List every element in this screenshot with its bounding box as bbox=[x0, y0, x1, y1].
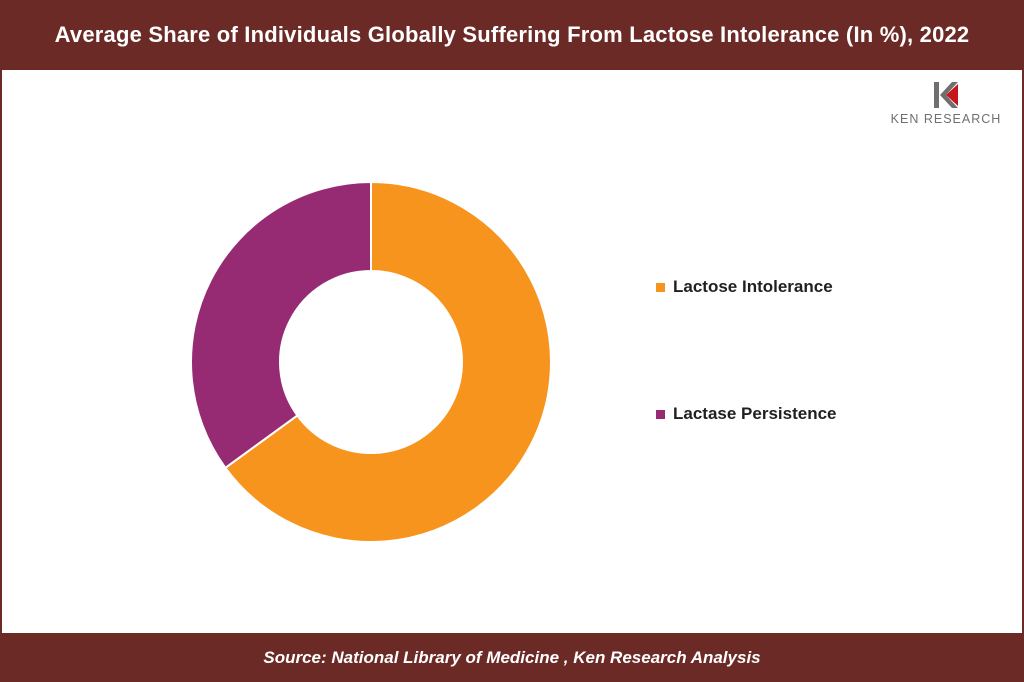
legend-swatch-lactase-persistence bbox=[656, 409, 665, 419]
legend-label-lactose-intolerance: Lactose Intolerance bbox=[673, 277, 833, 296]
legend-item-lactose-intolerance: Lactose Intolerance bbox=[656, 277, 833, 297]
source-note: Source: National Library of Medicine , K… bbox=[263, 647, 761, 667]
ken-research-logo: KEN RESEARCH bbox=[876, 80, 1016, 130]
source-bar: Source: National Library of Medicine , K… bbox=[0, 633, 1024, 682]
donut-slice-lactase-persistence bbox=[190, 180, 372, 470]
donut-slice-lactose-intolerance bbox=[223, 180, 552, 543]
title-bar: Average Share of Individuals Globally Su… bbox=[0, 0, 1024, 70]
legend-swatch-lactose-intolerance bbox=[656, 282, 665, 292]
logo-text: KEN RESEARCH bbox=[890, 112, 1002, 126]
legend-label-lactase-persistence: Lactase Persistence bbox=[673, 404, 837, 423]
legend-item-lactase-persistence: Lactase Persistence bbox=[656, 404, 837, 424]
chart-title: Average Share of Individuals Globally Su… bbox=[54, 22, 970, 47]
ken-research-logo-mark-icon bbox=[934, 82, 958, 108]
